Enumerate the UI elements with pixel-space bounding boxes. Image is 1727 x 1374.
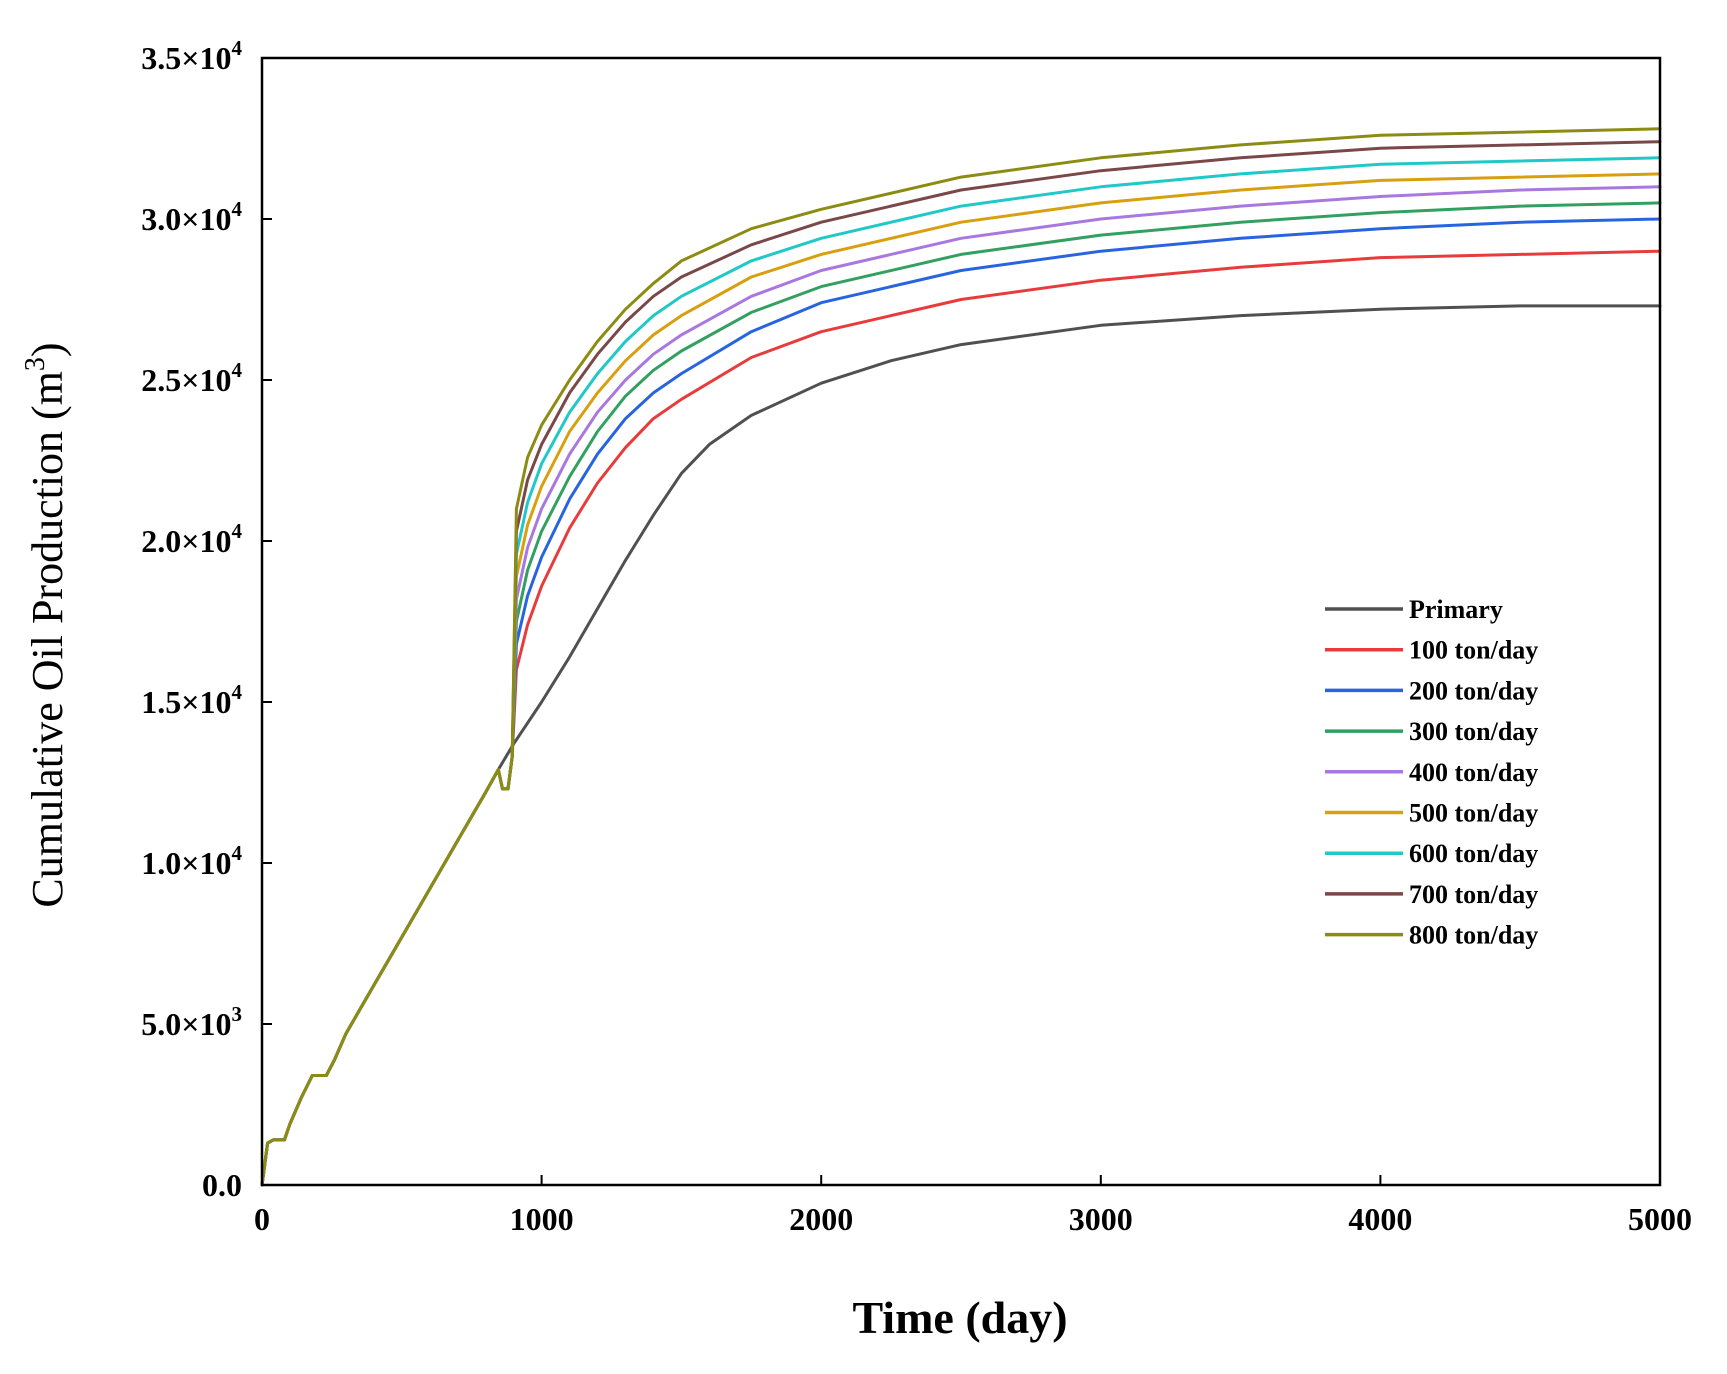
ticks-layer: 0 1000 2000 3000 4000 5000 0.0 5.0×103 1.0×104 1.… (141, 36, 1692, 1237)
y-axis-title-main: Cumulative Oil Production (m (23, 371, 72, 908)
legend-label-6: 600 ton/day (1409, 839, 1538, 868)
y-tick-label: 2.0×104 (141, 519, 242, 559)
series-layer (260, 127, 1662, 1187)
y-tick-label: 2.5×104 (141, 358, 242, 398)
y-axis-title-superscript: 3 (20, 357, 51, 371)
legend-label-7: 700 ton/day (1409, 880, 1538, 909)
y-tick-label: 0.0 (202, 1167, 242, 1203)
y-tick-label: 3.0×104 (141, 197, 242, 237)
legend: Primary 100 ton/day 200 ton/day 300 ton/day… (1325, 595, 1538, 950)
legend-label-2: 200 ton/day (1409, 676, 1538, 705)
y-tick-label: 3.5×104 (141, 36, 242, 76)
plot-frame (260, 56, 1662, 1187)
y-axis-title-close: ) (23, 342, 72, 357)
legend-label-0: Primary (1409, 595, 1503, 624)
legend-label-4: 400 ton/day (1409, 758, 1538, 787)
x-axis-title: Time (day) (852, 1292, 1067, 1343)
x-tick-label: 2000 (789, 1201, 853, 1237)
y-axis-title: Cumulative Oil Production (m3) (20, 342, 72, 907)
y-tick-label: 1.5×104 (141, 680, 242, 720)
legend-label-5: 500 ton/day (1409, 799, 1538, 828)
series-line-8 (260, 127, 1662, 1187)
x-tick-label: 3000 (1069, 1201, 1133, 1237)
y-tick-label: 5.0×103 (141, 1002, 242, 1042)
legend-label-3: 300 ton/day (1409, 717, 1538, 746)
x-tick-label: 1000 (510, 1201, 574, 1237)
x-tick-label: 5000 (1628, 1201, 1692, 1237)
legend-label-8: 800 ton/day (1409, 921, 1538, 950)
legend-label-1: 100 ton/day (1409, 636, 1538, 665)
x-tick-label: 4000 (1348, 1201, 1412, 1237)
x-tick-label: 0 (254, 1201, 270, 1237)
y-tick-label: 1.0×104 (141, 841, 242, 881)
